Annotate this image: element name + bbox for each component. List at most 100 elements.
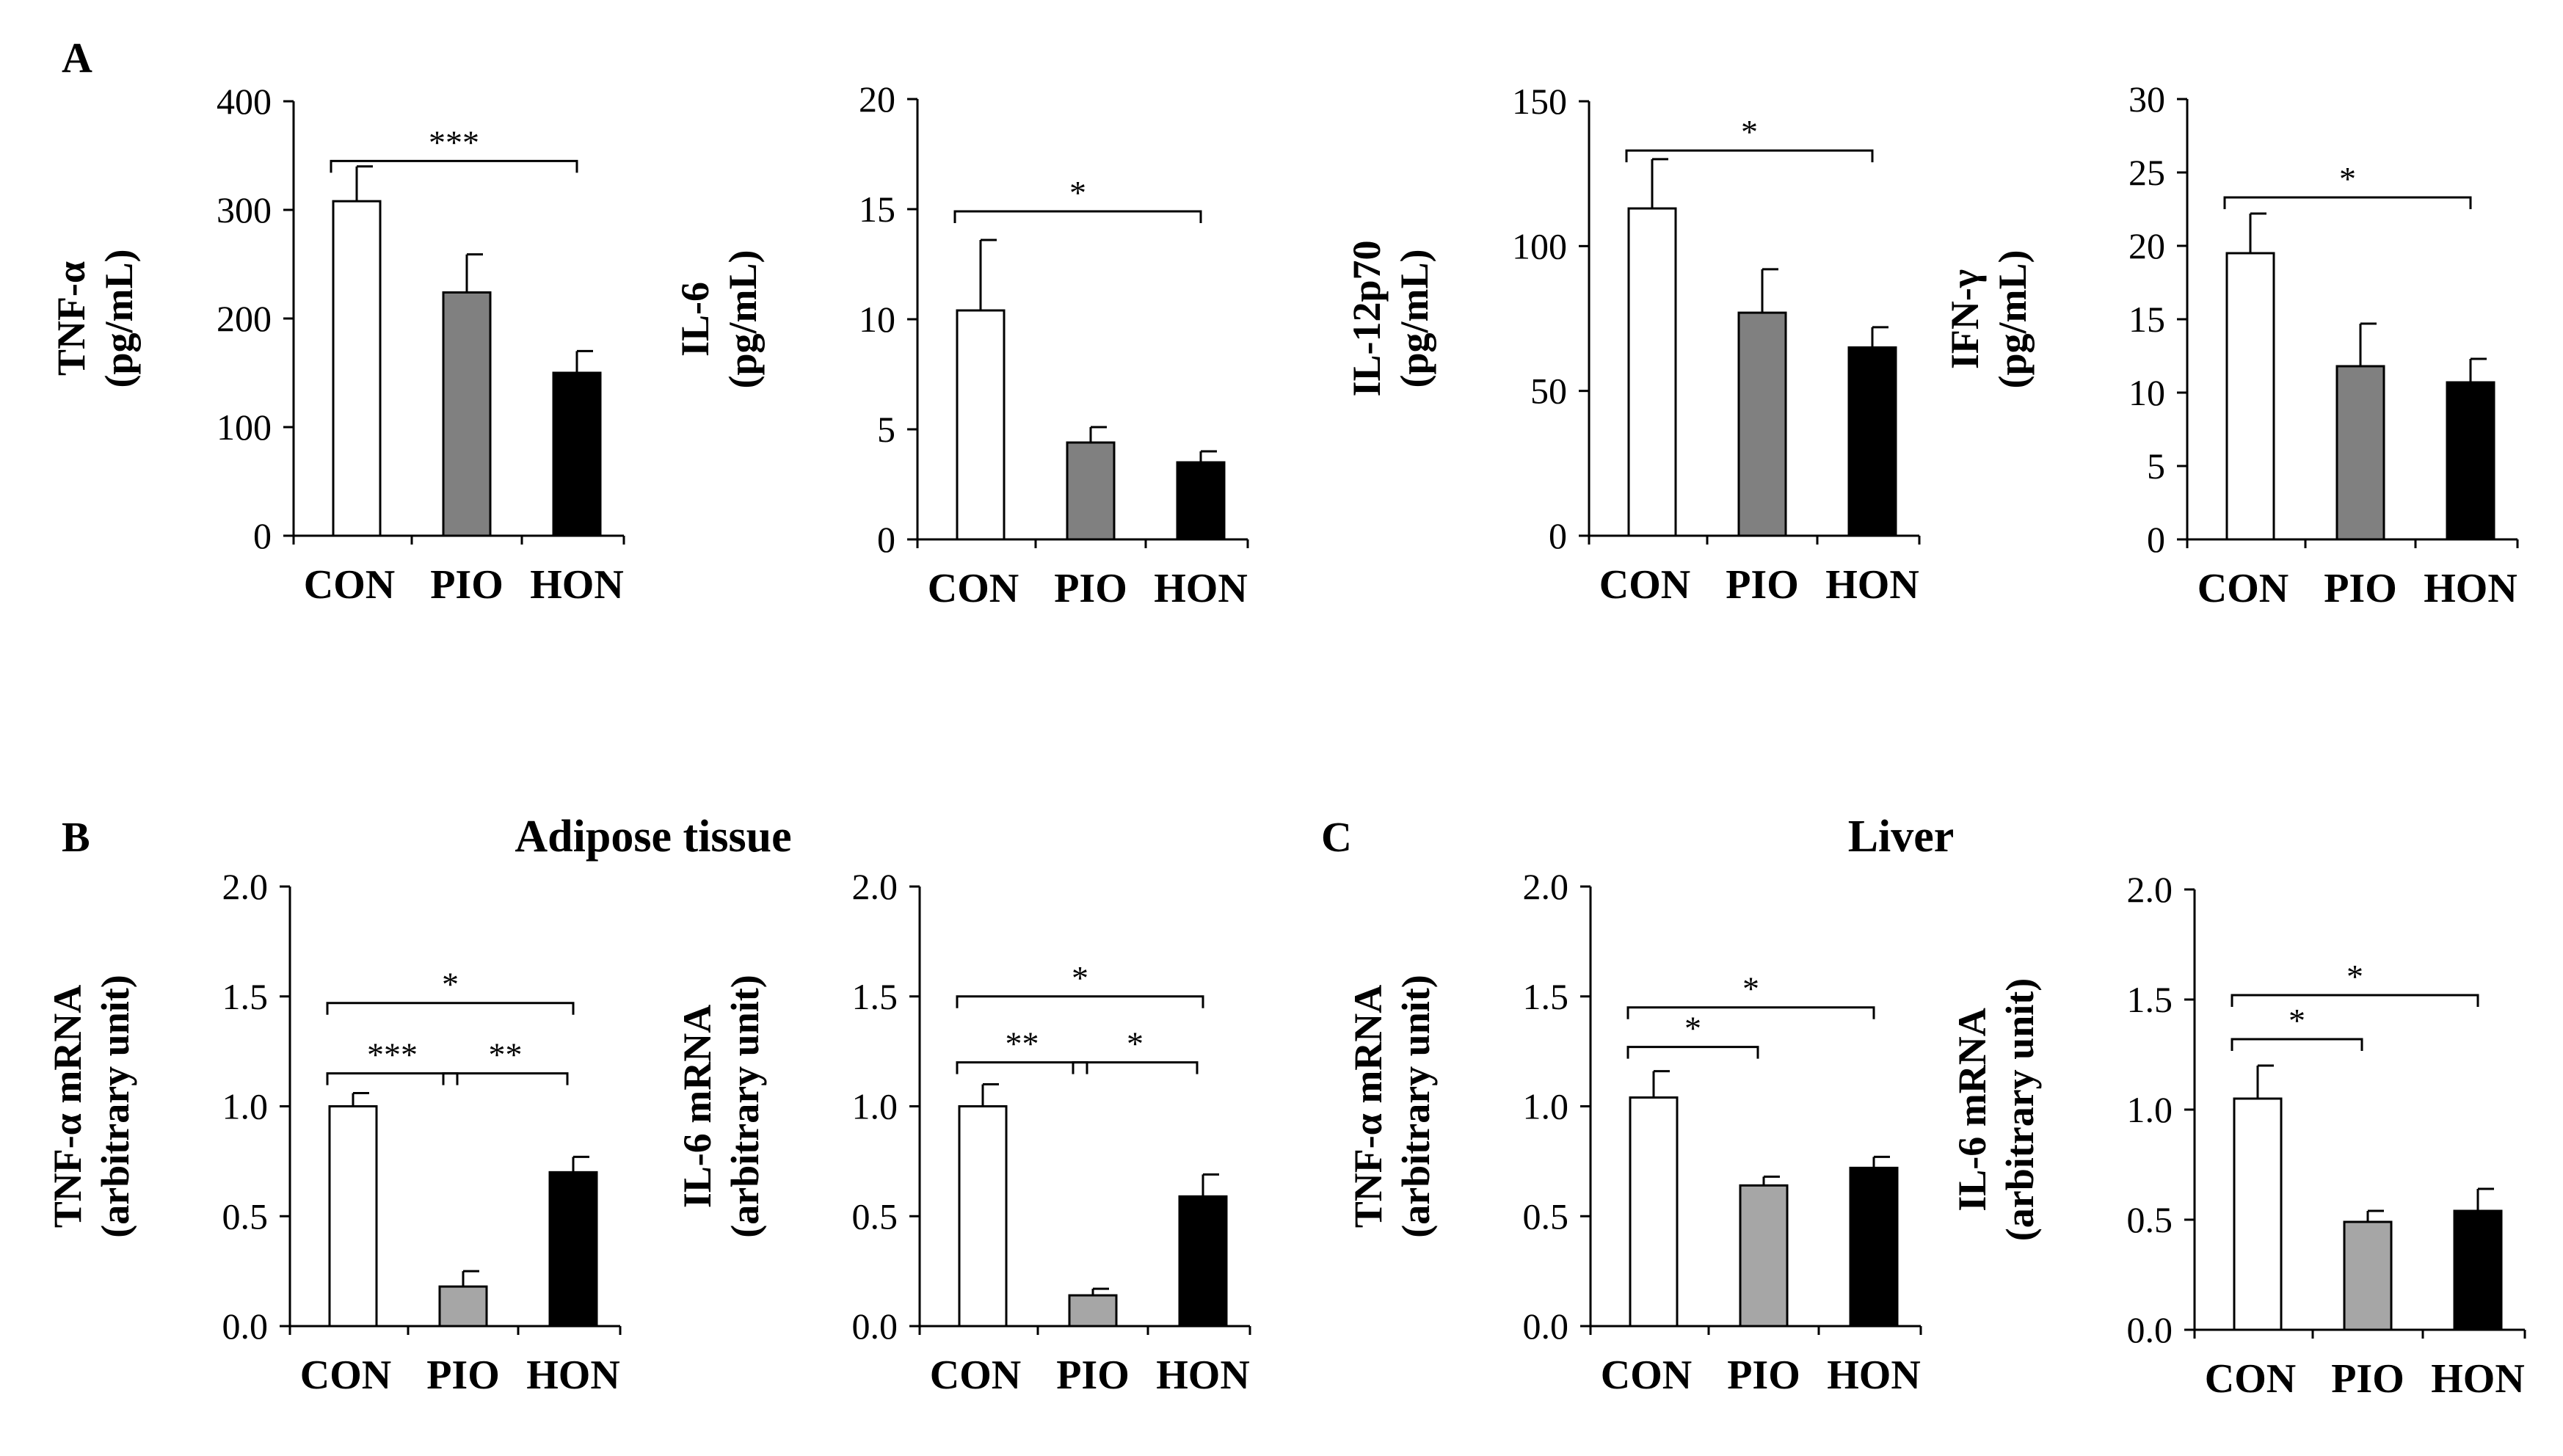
significance-bracket (326, 1002, 575, 1015)
significance-bracket (326, 1072, 459, 1085)
significance-label: * (1742, 970, 1759, 1008)
bar-con (1629, 1096, 1679, 1328)
bar-con (332, 200, 382, 537)
y-tick-label: 2.0 (1523, 866, 1569, 907)
category-label: PIO (2324, 566, 2397, 611)
significance-bracket (2231, 1038, 2363, 1051)
bar-hon (548, 1171, 598, 1328)
y-tick-label: 0 (253, 515, 272, 556)
bar-pio (2343, 1220, 2393, 1331)
y-tick-label: 1.0 (222, 1086, 269, 1127)
category-label: HON (1156, 1353, 1250, 1398)
chart-il6-liver: 0.0 0.5 1.0 1.5 2.0 IL-6 mRNA (arbitrary unit)… (1950, 869, 2526, 1402)
significance-bracket (1626, 1006, 1875, 1019)
significance-label: ** (1006, 1025, 1039, 1063)
bar-con (2233, 1097, 2283, 1331)
category-label: CON (304, 562, 395, 608)
chart-tnfa-adipose: 0.0 0.5 1.0 1.5 2.0 TNF-α mRNA (arbitrary unit… (46, 866, 622, 1398)
bar-con (956, 309, 1006, 541)
bar-pio (2335, 365, 2385, 541)
chart-il12-serum: 0 50 100 150 IL-12p70 (pg/mL) CON PIO HON * (1345, 81, 1921, 608)
y-tick-label: 2.0 (2127, 869, 2173, 910)
y-tick-label: 1.0 (2127, 1089, 2173, 1130)
bar-hon (1849, 1166, 1899, 1328)
y-tick-label: 0 (877, 519, 895, 560)
panel-label-a: A (62, 34, 92, 81)
bar-pio (1739, 1184, 1789, 1328)
y-axis-title: (pg/mL) (721, 250, 765, 389)
bar-hon (552, 371, 602, 537)
y-tick-label: 0.5 (2127, 1199, 2173, 1240)
y-tick-label: 1.5 (222, 976, 269, 1017)
y-tick-label: 2.0 (222, 866, 269, 907)
y-tick-label: 0.0 (852, 1306, 898, 1347)
bar-hon (2446, 381, 2495, 541)
significance-label: * (1741, 113, 1758, 150)
y-tick-label: 5 (877, 409, 895, 450)
category-label: PIO (1056, 1353, 1130, 1398)
y-axis-title: IL-6 mRNA (675, 1005, 719, 1209)
bar-pio (442, 291, 492, 537)
y-tick-label: 0.0 (2127, 1309, 2173, 1350)
y-axis-title: (pg/mL) (1991, 250, 2035, 389)
chart-il6-adipose: 0.0 0.5 1.0 1.5 2.0 IL-6 mRNA (arbitrary unit)… (675, 866, 1251, 1398)
category-label: CON (1599, 562, 1690, 608)
significance-bracket (2231, 994, 2479, 1007)
bar-con (1627, 207, 1677, 537)
category-label: CON (300, 1353, 391, 1398)
significance-bracket (442, 1072, 569, 1085)
significance-label: * (1069, 174, 1086, 211)
y-tick-label: 2.0 (852, 866, 898, 907)
y-axis-title: IFN-γ (1943, 269, 1987, 369)
significance-label: * (2339, 160, 2356, 197)
y-tick-label: 0 (1549, 515, 1567, 556)
bar-con (958, 1105, 1008, 1328)
category-label: HON (1825, 562, 1919, 608)
y-axis-title: IL-12p70 (1345, 240, 1389, 396)
y-tick-label: 1.5 (2127, 979, 2173, 1020)
category-label: HON (2431, 1356, 2525, 1402)
significance-bracket (1625, 149, 1874, 163)
category-label: PIO (1054, 566, 1127, 611)
y-tick-label: 1.0 (1523, 1086, 1569, 1127)
y-tick-label: 200 (217, 298, 272, 339)
y-tick-label: 10 (2128, 372, 2165, 413)
chart-ifng-serum: 0 5 10 15 20 25 30 IFN-γ (pg/mL) CON PIO HON * (1943, 79, 2519, 611)
y-tick-label: 150 (1512, 81, 1567, 122)
bar-hon (1178, 1195, 1228, 1328)
category-label: CON (2197, 566, 2288, 611)
y-axis-title: TNF-α mRNA (46, 985, 90, 1228)
y-tick-label: 0.5 (1523, 1195, 1569, 1237)
y-tick-label: 0 (2147, 519, 2165, 560)
y-axis-title: (arbitrary unit) (93, 975, 137, 1237)
section-title-liver: Liver (1848, 812, 1955, 862)
chart-il6-serum: 0 5 10 15 20 IL-6 (pg/mL) CON PIO HON * (673, 79, 1249, 611)
category-label: CON (928, 566, 1019, 611)
category-label: CON (930, 1353, 1021, 1398)
y-tick-label: 1.0 (852, 1086, 898, 1127)
bar-hon (2453, 1209, 2503, 1331)
y-tick-label: 0.5 (852, 1195, 898, 1237)
category-label: HON (1827, 1353, 1921, 1398)
y-tick-label: 1.5 (1523, 976, 1569, 1017)
category-label: PIO (426, 1353, 500, 1398)
panel-label-c: C (1321, 813, 1352, 861)
y-axis-title: (pg/mL) (97, 250, 141, 388)
y-axis-title: IL-6 mRNA (1950, 1008, 1994, 1212)
y-axis-title: (arbitrary unit) (723, 975, 767, 1237)
y-tick-label: 15 (2128, 299, 2165, 340)
y-axis-title: TNF-α mRNA (1346, 985, 1390, 1228)
significance-label: * (1072, 959, 1088, 997)
y-tick-label: 0.5 (222, 1195, 269, 1237)
bar-pio (1068, 1294, 1118, 1328)
significance-label: *** (429, 123, 479, 161)
y-axis-title: TNF-α (49, 261, 93, 376)
y-tick-label: 20 (2128, 225, 2165, 266)
category-label: HON (526, 1353, 620, 1398)
significance-label: * (2288, 1002, 2305, 1039)
y-tick-label: 100 (1512, 225, 1567, 266)
chart-tnfa-serum: 0 100 200 300 400 TNF-α (pg/mL) CON PIO HON *** (49, 81, 625, 608)
bar-pio (1066, 441, 1116, 541)
bar-hon (1847, 346, 1897, 537)
y-axis-title: (arbitrary unit) (1998, 978, 2042, 1241)
